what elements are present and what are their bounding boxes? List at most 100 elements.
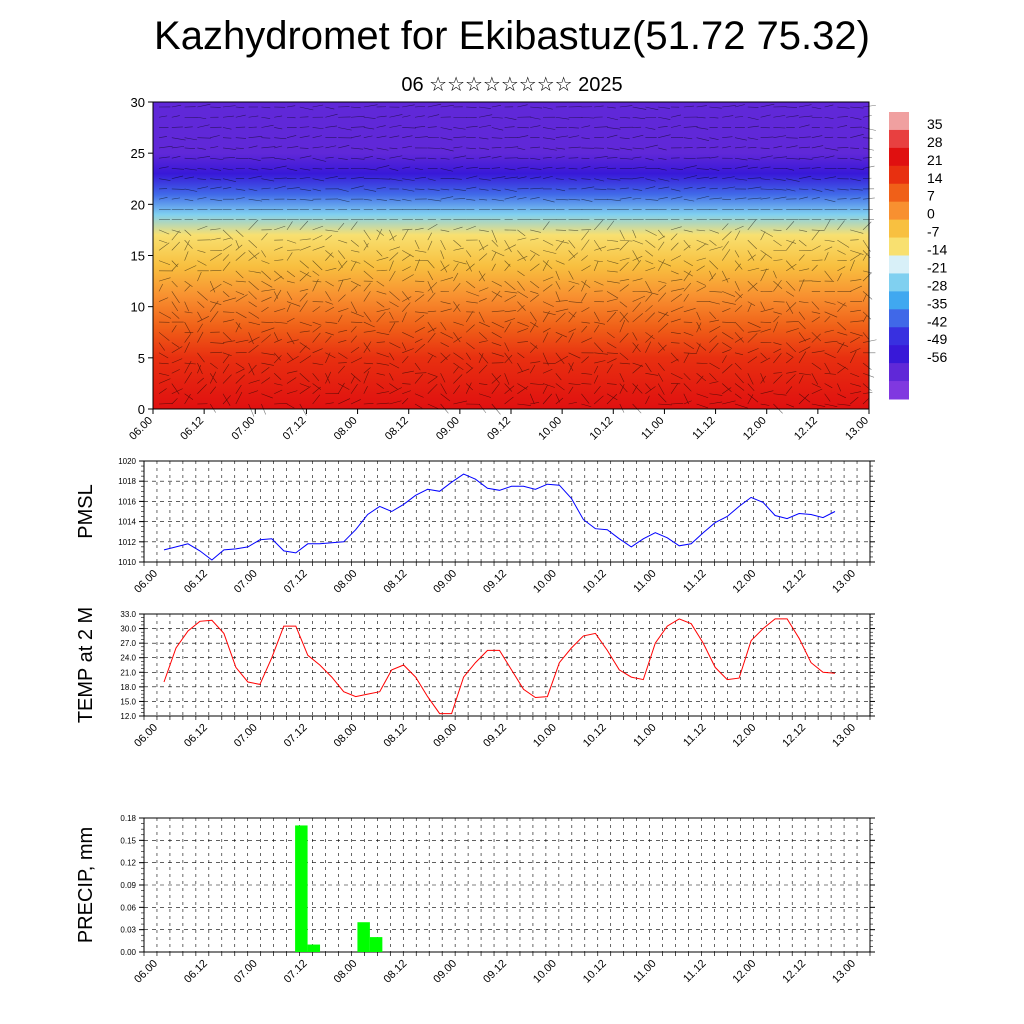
x-tick-label: 11.00 — [631, 568, 658, 595]
x-tick-label: 12.00 — [730, 568, 758, 596]
x-tick-label: 06.00 — [132, 568, 160, 596]
x-tick-label: 07.00 — [232, 958, 260, 986]
colorbar-label: 14 — [927, 170, 943, 186]
x-tick-label: 09.12 — [485, 415, 513, 443]
y-tick-label: 27.0 — [120, 639, 136, 648]
x-tick-label: 13.00 — [830, 958, 858, 986]
x-tick-label: 13.00 — [830, 722, 858, 750]
precip-panel: 0.00 0.03 0.06 0.09 0.12 0.15 0.18 06.00 06.12 07… — [75, 814, 875, 986]
colorbar-segment — [889, 255, 909, 274]
x-tick-label: 08.00 — [332, 958, 360, 986]
y-axis-label: PMSL — [75, 484, 97, 538]
colorbar-label: -49 — [927, 331, 947, 347]
x-tick-label: 07.12 — [282, 958, 310, 986]
colorbar-label: 35 — [927, 116, 943, 132]
y-tick-label: 15.0 — [120, 697, 136, 706]
colorbar-segment — [889, 183, 909, 203]
x-tick-label: 12.12 — [780, 568, 808, 596]
y-tick-label: 5 — [138, 351, 145, 366]
colorbar-label: -21 — [927, 259, 947, 275]
x-tick-label: 11.12 — [690, 415, 717, 442]
heatmap-field — [153, 102, 869, 409]
heatmap-panel: 0 5 10 15 20 25 30 06.00 06.12 07.00 07.12 08.00 08.… — [127, 95, 947, 443]
x-tick-label: 12.12 — [780, 722, 808, 750]
x-tick-label: 08.12 — [381, 958, 409, 986]
y-tick-label: 0.18 — [120, 814, 136, 823]
y-tick-label: 1010 — [118, 558, 136, 567]
x-tick-label: 06.00 — [132, 722, 160, 750]
pmsl-line — [163, 473, 836, 561]
x-tick-label: 10.00 — [536, 415, 564, 443]
x-tick-label: 07.12 — [282, 722, 310, 750]
x-tick-label: 07.00 — [232, 568, 260, 596]
colorbar-segment — [889, 237, 909, 256]
x-tick-label: 08.00 — [332, 568, 360, 596]
colorbar-label: 0 — [927, 206, 935, 222]
x-tick-label: 09.00 — [431, 568, 459, 596]
x-tick-label: 06.00 — [132, 958, 160, 986]
y-tick-label: 1020 — [118, 457, 136, 466]
colorbar-label: 21 — [927, 152, 943, 168]
precip-bar — [295, 825, 308, 952]
colorbar-label: 7 — [927, 188, 935, 204]
x-tick-label: 07.12 — [281, 415, 309, 443]
colorbar-label: -7 — [927, 224, 940, 240]
colorbar-label: -35 — [927, 295, 947, 311]
x-tick-label: 10.12 — [581, 568, 609, 596]
chart-title: Kazhydromet for Ekibastuz(51.72 75.32) — [154, 14, 870, 58]
x-tick-label: 12.00 — [730, 958, 758, 986]
wind-vectors — [158, 103, 877, 417]
x-tick-label: 07.00 — [232, 722, 260, 750]
x-tick-label: 06.12 — [182, 568, 210, 596]
y-tick-label: 0.09 — [120, 881, 136, 890]
y-tick-label: 1018 — [118, 477, 136, 486]
x-tick-label: 09.00 — [431, 958, 459, 986]
x-tick-label: 08.12 — [381, 722, 409, 750]
x-tick-label: 10.12 — [581, 722, 609, 750]
precip-bar — [369, 937, 383, 952]
pmsl-panel: 1010 1012 1014 1016 1018 1020 06.00 06.12 07.00 0… — [75, 457, 875, 596]
x-tick-label: 12.12 — [780, 958, 808, 986]
x-tick-label: 12.00 — [741, 415, 769, 443]
y-tick-label: 0.00 — [120, 948, 136, 957]
x-tick-label: 06.12 — [182, 722, 210, 750]
x-tick-label: 08.00 — [332, 722, 360, 750]
y-tick-label: 1012 — [118, 538, 136, 547]
y-tick-label: 33.0 — [120, 610, 136, 619]
x-tick-label: 06.12 — [178, 415, 206, 443]
y-tick-label: 0.06 — [120, 903, 136, 912]
plot-frame — [143, 817, 871, 953]
y-tick-label: 30.0 — [120, 625, 136, 634]
y-tick-label: 0.15 — [120, 836, 136, 845]
x-tick-label: 09.00 — [434, 415, 462, 443]
colorbar-segment — [889, 129, 909, 149]
x-tick-label: 07.00 — [229, 415, 257, 443]
x-tick-label: 08.12 — [381, 568, 409, 596]
colorbar-segment — [889, 147, 909, 167]
y-tick-label: 15 — [131, 249, 145, 264]
x-tick-label: 10.00 — [531, 568, 559, 596]
colorbar-segment — [889, 201, 909, 221]
x-tick-label: 11.12 — [681, 722, 708, 749]
x-tick-label: 08.00 — [332, 415, 360, 443]
colorbar-segment — [889, 291, 909, 310]
x-tick-label: 10.12 — [581, 958, 609, 986]
y-tick-label: 10 — [131, 300, 145, 315]
colorbar-label: 28 — [927, 134, 943, 150]
colorbar-segment — [889, 165, 909, 185]
colorbar-label: -56 — [927, 349, 947, 365]
colorbar-segment — [889, 345, 909, 364]
colorbar-segment — [889, 327, 909, 346]
colorbar-segment — [889, 112, 909, 131]
temp-panel: 12.0 15.0 18.0 21.0 24.0 27.0 30.0 33.0 06.00 06.… — [75, 607, 875, 750]
colorbar-label: -42 — [927, 313, 947, 329]
x-tick-label: 09.12 — [481, 722, 509, 750]
x-tick-label: 10.12 — [587, 415, 615, 443]
y-tick-label: 21.0 — [120, 668, 136, 677]
plot-frame — [143, 613, 871, 717]
y-tick-label: 0 — [138, 402, 145, 417]
plot-frame — [143, 460, 871, 563]
x-tick-label: 11.12 — [681, 568, 708, 595]
x-tick-label: 11.00 — [631, 958, 658, 985]
